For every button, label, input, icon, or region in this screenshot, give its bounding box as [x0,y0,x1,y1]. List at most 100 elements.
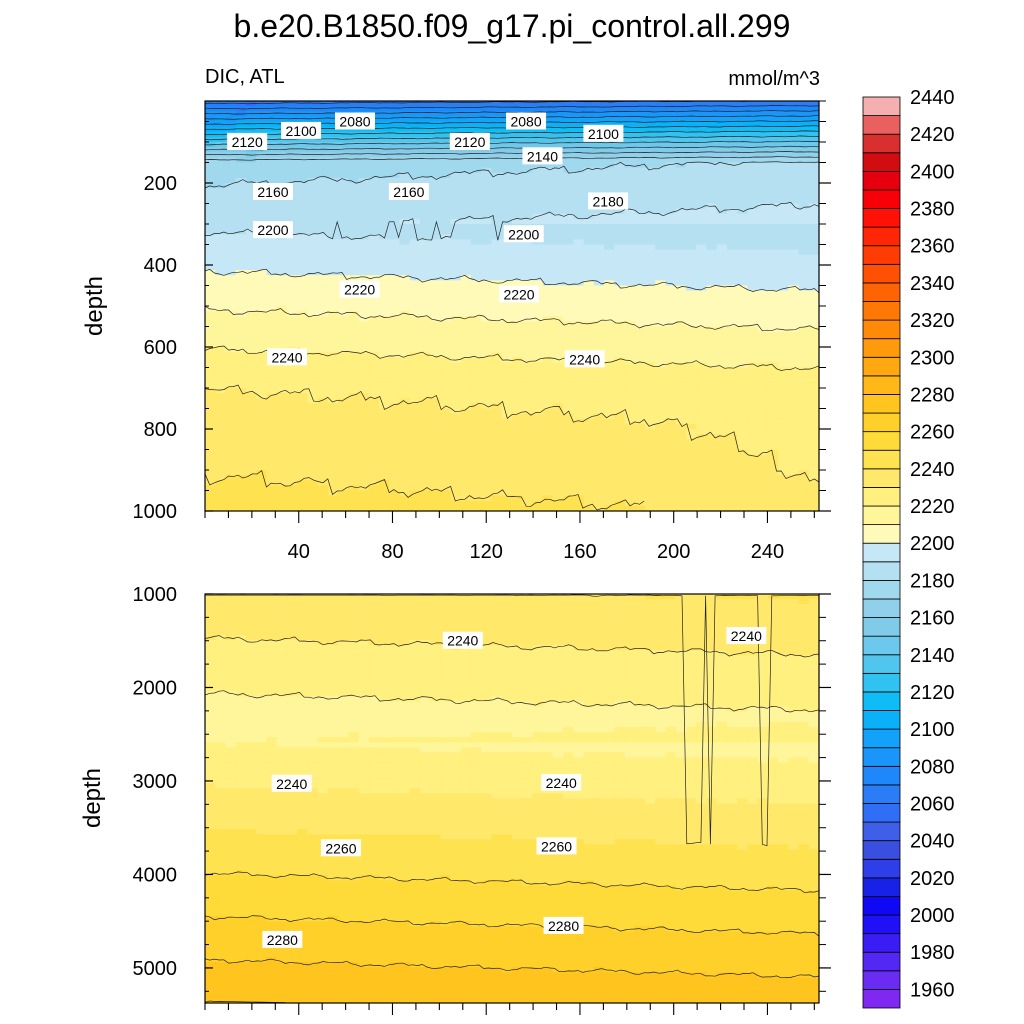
contour-fill-cell [450,229,462,235]
contour-fill-cell [645,388,656,394]
contour-fill-cell [655,347,667,353]
contour-fill-cell [327,213,339,220]
contour-fill-cell [297,393,308,399]
contour-fill-cell [522,439,534,445]
contour-fill-cell [307,429,319,435]
contour-fill-cell [675,454,687,461]
contour-fill-cell [460,229,472,235]
contour-fill-cell [378,218,390,225]
contour-fill-cell [399,459,411,466]
contour-fill-cell [634,464,646,471]
contour-fill-cell [245,362,257,369]
contour-fill-cell [409,429,421,435]
contour-fill-cell [286,306,298,312]
contour-fill-cell [409,224,421,230]
contour-fill-cell [696,418,708,425]
contour-fill-cell [696,382,708,389]
contour-fill-cell [450,254,462,261]
contour-fill-cell [542,280,554,287]
contour-fill-cell [286,270,298,276]
contour-fill-cell [440,239,452,246]
contour-fill-cell [716,198,728,205]
contour-fill-cell [460,490,472,497]
contour-fill-cell [583,444,595,451]
contour-fill-cell [522,131,534,138]
contour-fill-cell [706,464,718,471]
contour-fill-cell [205,480,216,486]
contour-fill-cell [604,249,615,256]
contour-fill-cell [808,188,819,194]
contour-fill-cell [297,224,308,230]
contour-fill-cell [460,434,472,440]
contour-fill-cell [327,490,339,497]
contour-fill-cell [542,126,554,133]
contour-fill-cell [245,321,257,328]
contour-fill-cell [215,116,227,123]
contour-fill-cell [481,388,493,394]
contour-fill-cell [327,434,339,440]
contour-fill-cell [286,285,298,292]
contour-fill-cell [726,454,738,461]
contour-fill-cell [634,295,646,302]
contour-fill-cell [481,198,493,205]
contour-fill-cell [706,470,718,476]
contour-fill-cell [460,413,472,420]
contour-fill-cell [225,177,237,184]
contour-fill-cell [583,116,595,123]
contour-fill-cell [675,280,687,287]
contour-fill-cell [665,408,677,415]
contour-fill-cell [747,306,759,312]
contour-fill-cell [471,470,482,476]
contour-fill-cell [583,121,595,128]
contour-fill-cell [583,218,595,225]
contour-fill-cell [808,259,819,266]
contour-fill-cell [706,439,718,445]
contour-fill-cell [726,311,738,317]
contour-label-background [564,350,605,368]
contour-fill-cell [286,321,298,328]
contour-fill-cell [501,459,513,466]
contour-fill-cell [665,290,677,297]
contour-fill-cell [726,136,738,143]
contour-fill-cell [317,152,329,158]
contour-fill-cell [245,198,257,205]
contour-fill-cell [808,218,819,225]
contour-fill-cell [338,321,349,328]
contour-fill-cell [522,326,534,333]
contour-fill-cell [266,418,278,425]
contour-fill-cell [368,213,380,220]
contour-fill-cell [542,423,554,430]
contour-fill-cell [327,398,339,404]
contour-fill-cell [266,326,278,333]
contour-fill-cell [522,372,534,379]
contour-fill-cell [788,259,800,266]
contour-fill-cell [327,429,339,435]
contour-fill-cell [675,147,687,153]
contour-fill-cell [245,367,257,374]
contour-fill-cell [696,495,708,502]
contour-fill-cell [297,470,308,476]
contour-fill-cell [327,594,339,600]
contour-fill-cell [501,413,513,420]
contour-fill-cell [604,311,615,317]
contour-fill-cell [624,490,636,497]
contour-fill-cell [645,470,656,476]
contour-fill-cell [409,106,421,112]
contour-fill-cell [798,121,810,128]
contour-fill-cell [419,454,431,461]
contour-fill-cell [665,357,677,363]
contour-fill-cell [419,198,431,205]
contour-fill-cell [634,213,646,220]
contour-fill-cell [430,183,441,189]
contour-fill-cell [808,377,819,384]
contour-fill-cell [726,280,738,287]
contour-fill-cell [327,475,339,481]
contour-fill-cell [685,403,697,410]
contour-fill-cell [378,249,390,256]
contour-fill-cell [675,418,687,425]
contour-fill-cell [205,347,216,353]
contour-fill-cell [235,249,247,256]
contour-fill-cell [491,352,503,358]
contour-fill-cell [767,239,779,246]
contour-fill-cell [747,229,759,235]
